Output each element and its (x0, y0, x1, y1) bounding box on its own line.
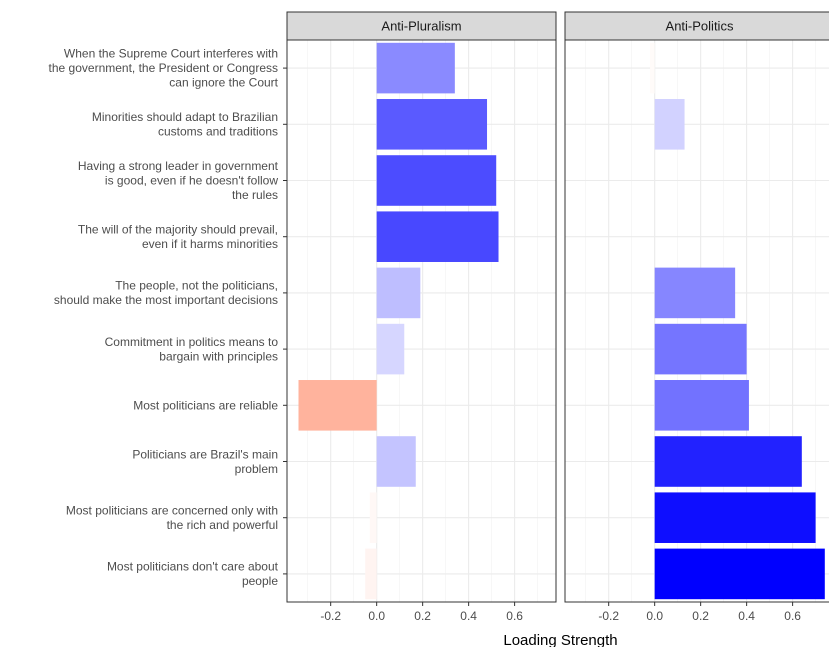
x-axis-title: Loading Strength (503, 632, 617, 647)
facet-strip (564, 11, 829, 41)
bar (654, 323, 747, 375)
x-tick-label: 0.6 (784, 609, 801, 623)
facet-panels: Anti-Pluralism Anti-Politics (286, 11, 829, 603)
x-tick-label: 0.4 (460, 609, 477, 623)
x-tick-label: 0.4 (738, 609, 755, 623)
bar (376, 99, 488, 150)
facet-panel: Anti-Politics (564, 11, 829, 603)
bar (376, 211, 499, 262)
panel-border (564, 39, 829, 603)
bar (654, 548, 825, 600)
category-label: Commitment in politics means to bargain w… (105, 335, 279, 364)
x-tick-label: -0.2 (598, 609, 619, 623)
facet-strip-label: Anti-Politics (666, 19, 734, 34)
category-label: Politicians are Brazil's main problem (132, 447, 278, 476)
bar (654, 380, 749, 431)
category-label: Most politicians don't care about people (107, 560, 279, 589)
bar (376, 267, 421, 319)
category-label: When the Supreme Court interferes with th… (49, 47, 279, 90)
category-labels: When the Supreme Court interferes with th… (49, 47, 287, 589)
bar (650, 42, 655, 94)
bar (376, 42, 455, 94)
category-label: Most politicians are reliable (133, 398, 278, 412)
bar (654, 267, 736, 319)
facet-panel: Anti-Pluralism (286, 11, 557, 603)
facet-strip (286, 11, 557, 41)
x-tick-label: 0.0 (368, 609, 385, 623)
facet-strip-label: Anti-Pluralism (381, 19, 461, 34)
x-tick-label: 0.2 (692, 609, 709, 623)
bar (298, 380, 377, 431)
bar (654, 436, 802, 487)
category-label: The will of the majority should prevail,… (78, 222, 278, 251)
bar (376, 323, 405, 375)
x-axis-ticks: -0.2 0.0 0.2 0.4 0.6 -0.2 0.0 0.2 0.4 0.6 (320, 602, 801, 623)
bar (376, 436, 416, 487)
x-tick-label: 0.0 (646, 609, 663, 623)
bar (654, 99, 685, 150)
bar (369, 492, 377, 543)
bar (376, 155, 497, 206)
x-tick-label: 0.2 (414, 609, 431, 623)
category-label: Minorities should adapt to Brazilian cust… (92, 110, 278, 139)
category-label: Having a strong leader in government is g… (78, 159, 279, 202)
category-label: Most politicians are concerned only with… (66, 503, 278, 532)
bar (654, 492, 816, 543)
x-tick-label: 0.6 (506, 609, 523, 623)
bar (365, 548, 377, 600)
category-label: The people, not the politicians, should m… (54, 279, 278, 308)
panel-border (286, 39, 557, 603)
x-tick-label: -0.2 (320, 609, 341, 623)
